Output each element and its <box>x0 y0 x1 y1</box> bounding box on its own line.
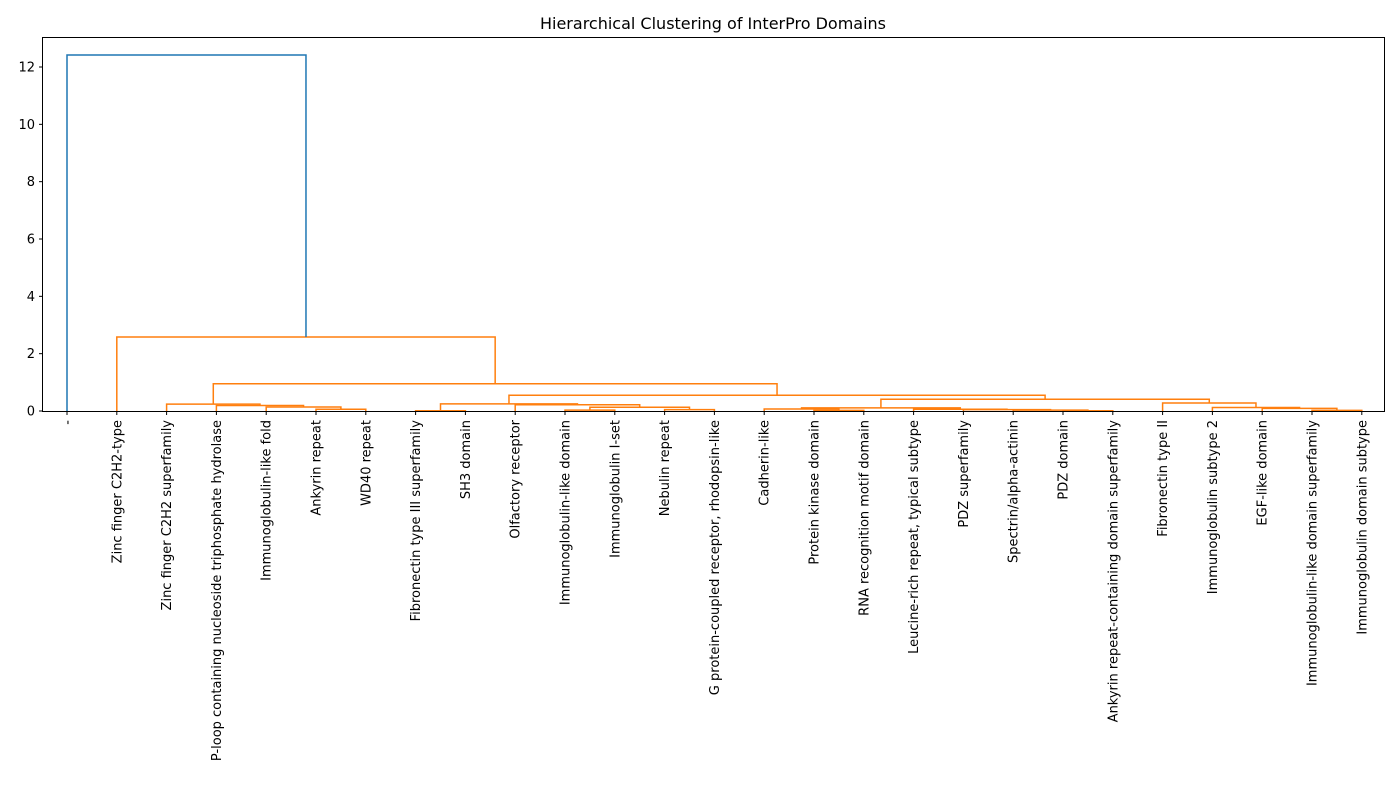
leaf-label: G protein-coupled receptor, rhodopsin-li… <box>708 420 723 695</box>
dendrogram-link <box>66 54 307 411</box>
leaf-label: RNA recognition motif domain <box>857 420 872 616</box>
leaf-label: Immunoglobulin domain subtype <box>1355 420 1370 635</box>
leaf-label: Fibronectin type II <box>1156 420 1171 537</box>
dendrogram-link <box>212 383 778 405</box>
leaf-label: PDZ superfamily <box>957 420 972 528</box>
y-tick-label: 10 <box>18 118 35 133</box>
leaf-label: Zinc finger C2H2 superfamily <box>160 420 175 611</box>
dendrogram-link <box>800 407 962 410</box>
dendrogram-link <box>1211 406 1301 411</box>
y-axis: 0 2 4 6 8 10 12 <box>18 61 43 420</box>
y-tick-label: 4 <box>27 290 35 305</box>
leaf-label: Nebulin repeat <box>658 420 673 516</box>
dendrogram-link <box>315 408 367 411</box>
leaf-label: Leucine-rich repeat, typical subtype <box>907 420 922 654</box>
leaf-label: Immunoglobulin-like domain superfamily <box>1306 420 1321 686</box>
dendrogram-link <box>880 398 1211 408</box>
y-tick-label: 12 <box>18 61 35 76</box>
leaf-label: Immunoglobulin-like fold <box>260 420 275 581</box>
leaf-label: Immunoglobulin subtype 2 <box>1206 420 1221 594</box>
leaf-label: WD40 repeat <box>359 420 374 506</box>
leaf-label: Immunoglobulin I-set <box>608 420 623 558</box>
leaf-label: Protein kinase domain <box>808 420 823 565</box>
dendrogram-link <box>116 336 496 411</box>
leaf-label: Spectrin/alpha-actinin <box>1007 420 1022 563</box>
leaf-label: - <box>61 420 76 425</box>
leaf-label: Cadherin-like <box>758 420 773 506</box>
leaf-label: Immunoglobulin-like domain <box>559 420 574 605</box>
y-tick-label: 0 <box>27 405 35 420</box>
x-axis: - Zinc finger C2H2-type Zinc finger C2H2 s… <box>61 411 1370 761</box>
y-tick-label: 6 <box>27 233 35 248</box>
y-tick-label: 8 <box>27 175 35 190</box>
leaf-label: Ankyrin repeat-containing domain superfa… <box>1106 420 1121 723</box>
leaf-label: EGF-like domain <box>1256 420 1271 526</box>
plot-frame <box>42 37 1385 412</box>
leaf-label: SH3 domain <box>459 420 474 499</box>
dendrogram-links <box>66 54 1363 412</box>
leaf-label: PDZ domain <box>1057 420 1072 500</box>
leaf-label: Zinc finger C2H2-type <box>110 420 125 563</box>
leaf-label: P-loop containing nucleoside triphosphat… <box>210 420 225 761</box>
leaf-label: Ankyrin repeat <box>310 420 325 516</box>
dendrogram-link <box>265 406 342 411</box>
leaf-label: Olfactory receptor <box>509 419 524 538</box>
chart-title: Hierarchical Clustering of InterPro Doma… <box>540 14 886 33</box>
y-tick-label: 2 <box>27 347 35 362</box>
leaf-label: Fibronectin type III superfamily <box>409 420 424 622</box>
dendrogram-link <box>564 409 616 411</box>
dendrogram-link <box>813 409 865 412</box>
dendrogram-link <box>663 408 716 411</box>
dendrogram-link <box>1311 409 1363 412</box>
